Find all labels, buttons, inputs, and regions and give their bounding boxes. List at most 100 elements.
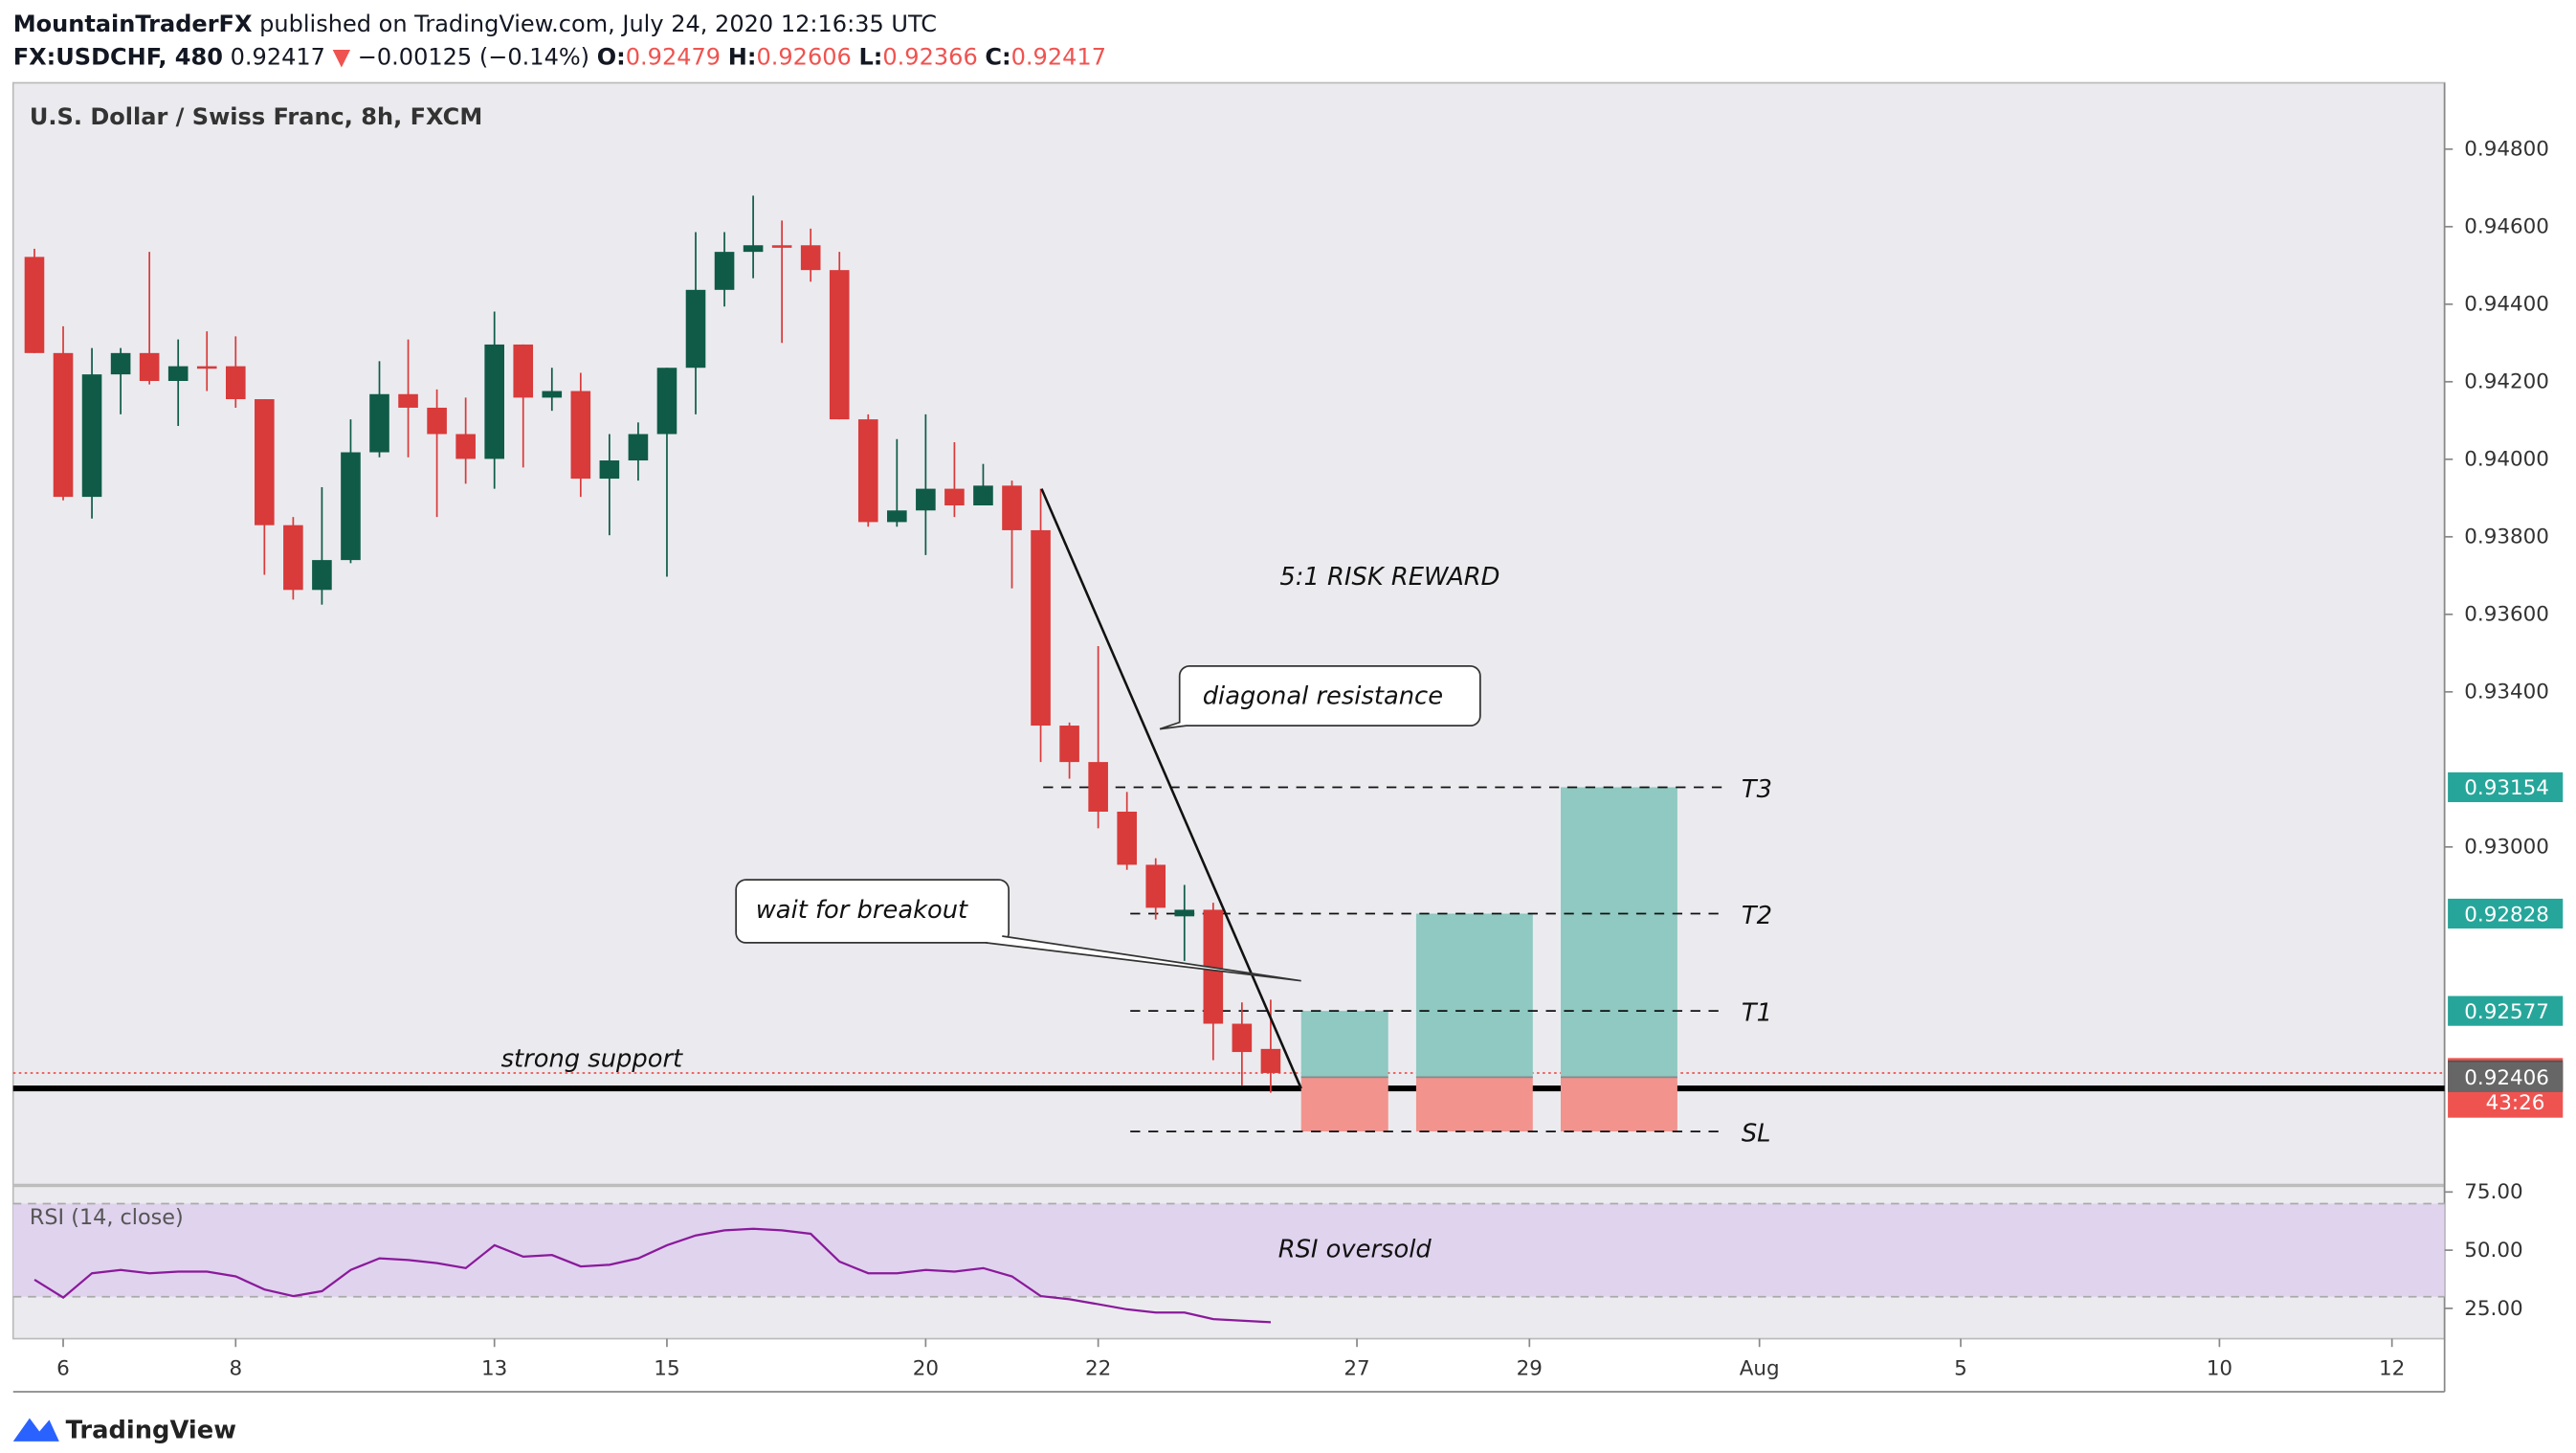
x-tick-label: 22 [1085,1357,1111,1381]
price-tag-label: 0.92577 [2464,1000,2549,1024]
candle-body [167,366,189,382]
candle-body [139,352,160,382]
candle-body [53,352,74,498]
x-tick-label: 12 [2379,1357,2405,1381]
y-tick-label: 0.93000 [2464,836,2549,860]
candle-body [656,368,677,435]
y-tick-label: 50.00 [2464,1239,2522,1263]
candle-body [1203,909,1224,1024]
symbol: FX:USDCHF, 480 [13,43,223,70]
last: 0.92417 [231,43,325,70]
candle-body [916,488,936,511]
candle-body [341,452,361,561]
main-chart: 0.94800 0.94600 0.94400 0.94200 0.94000 0.938… [12,138,2564,1381]
y-tick-label: 0.93800 [2464,525,2549,549]
candle-body [973,485,993,506]
stop-zone [1560,1077,1677,1132]
h-label: H: [728,43,757,70]
x-tick-label: 15 [654,1357,679,1381]
price-tag [2448,1062,2564,1092]
callout-pointer [985,935,1301,982]
x-tick-label: 8 [229,1357,242,1381]
price-tag-label: 0.92828 [2464,903,2549,927]
y-tick-label: 25.00 [2464,1297,2522,1321]
candle-body [398,393,418,408]
y-tick-label: 0.94400 [2464,293,2549,317]
rsi-line [33,1227,1272,1324]
candle-body [1174,909,1195,917]
quote-line: FX:USDCHF, 480 0.92417 ▼ −0.00125 (−0.14… [13,43,1106,70]
byline: MountainTraderFX published on TradingVie… [13,11,937,37]
byline-text: published on TradingView.com, July 24, 2… [259,11,937,37]
logo-icon [12,1418,59,1442]
x-tick-label: 13 [481,1357,507,1381]
callout-box [735,879,1010,944]
diagonal-resistance [1040,488,1302,1089]
candle-body [743,245,764,253]
author: MountainTraderFX [13,11,253,37]
support-label: strong support [501,1045,683,1074]
x-tick-label: 5 [1954,1357,1967,1381]
candle-body [1059,726,1079,763]
candle-body [1260,1048,1281,1073]
candle-body [110,352,131,375]
rsi-band [12,1203,2445,1297]
annotation: wait for breakout [756,896,968,925]
candle-body [196,366,217,369]
candle-body [1031,529,1051,726]
x-tick-label: 27 [1344,1357,1369,1381]
y-tick-label: 75.00 [2464,1180,2522,1204]
change: −0.00125 (−0.14%) [358,43,589,70]
candle-body [455,434,476,459]
candle-body [255,399,275,525]
x-tick-label: Aug [1740,1357,1780,1381]
stop-zone [1300,1077,1388,1132]
price-tag-label: 0.92406 [2464,1066,2549,1090]
rsi-annotation: RSI oversold [1278,1236,1432,1264]
candle-body [369,393,389,453]
level-label: T3 [1742,775,1772,804]
callout-box [1159,664,1481,730]
candle-body [628,434,649,461]
stop-zone [1415,1077,1533,1132]
logo: TradingView [12,1416,236,1444]
symbol-title: U.S. Dollar / Swiss Franc, 8h, FXCM [30,103,482,130]
candle-body [1232,1023,1253,1053]
h: 0.92606 [756,43,851,70]
candle-body [312,560,332,591]
l-label: L: [858,43,882,70]
x-tick-label: 6 [56,1357,70,1381]
candle-body [484,344,504,459]
candle-body [24,257,45,353]
target-zone [1560,787,1677,1078]
candle-body [225,366,246,400]
annotation: 5:1 RISK REWARD [1279,563,1499,592]
target-zone [1300,1011,1388,1078]
y-tick-label: 0.94600 [2464,215,2549,239]
candle-body [542,391,563,398]
candle-body [570,391,591,480]
candle-body [1002,485,1022,530]
o-label: O: [597,43,626,70]
candle-body [800,245,821,271]
price-tag-label: 0.93154 [2464,776,2549,800]
l: 0.92366 [882,43,977,70]
level-label: T2 [1742,902,1772,930]
candle-body [829,270,850,420]
rsi-title: RSI (14, close) [30,1205,184,1230]
x-tick-label: 20 [913,1357,939,1381]
candle-body [1145,864,1166,908]
target-zone [1415,913,1533,1078]
c: 0.92417 [1011,43,1106,70]
rsi-chart: 75.00 50.00 25.00 RSI (14, close) RSI overso… [12,1180,2523,1324]
brand: TradingView [66,1416,236,1444]
level-label: SL [1742,1119,1771,1148]
candle-body [944,488,965,506]
candle-body [1088,762,1108,812]
price-tag [2448,898,2564,929]
o: 0.92479 [626,43,721,70]
annotation: diagonal resistance [1203,682,1443,711]
arrow: ▼ [333,43,351,70]
